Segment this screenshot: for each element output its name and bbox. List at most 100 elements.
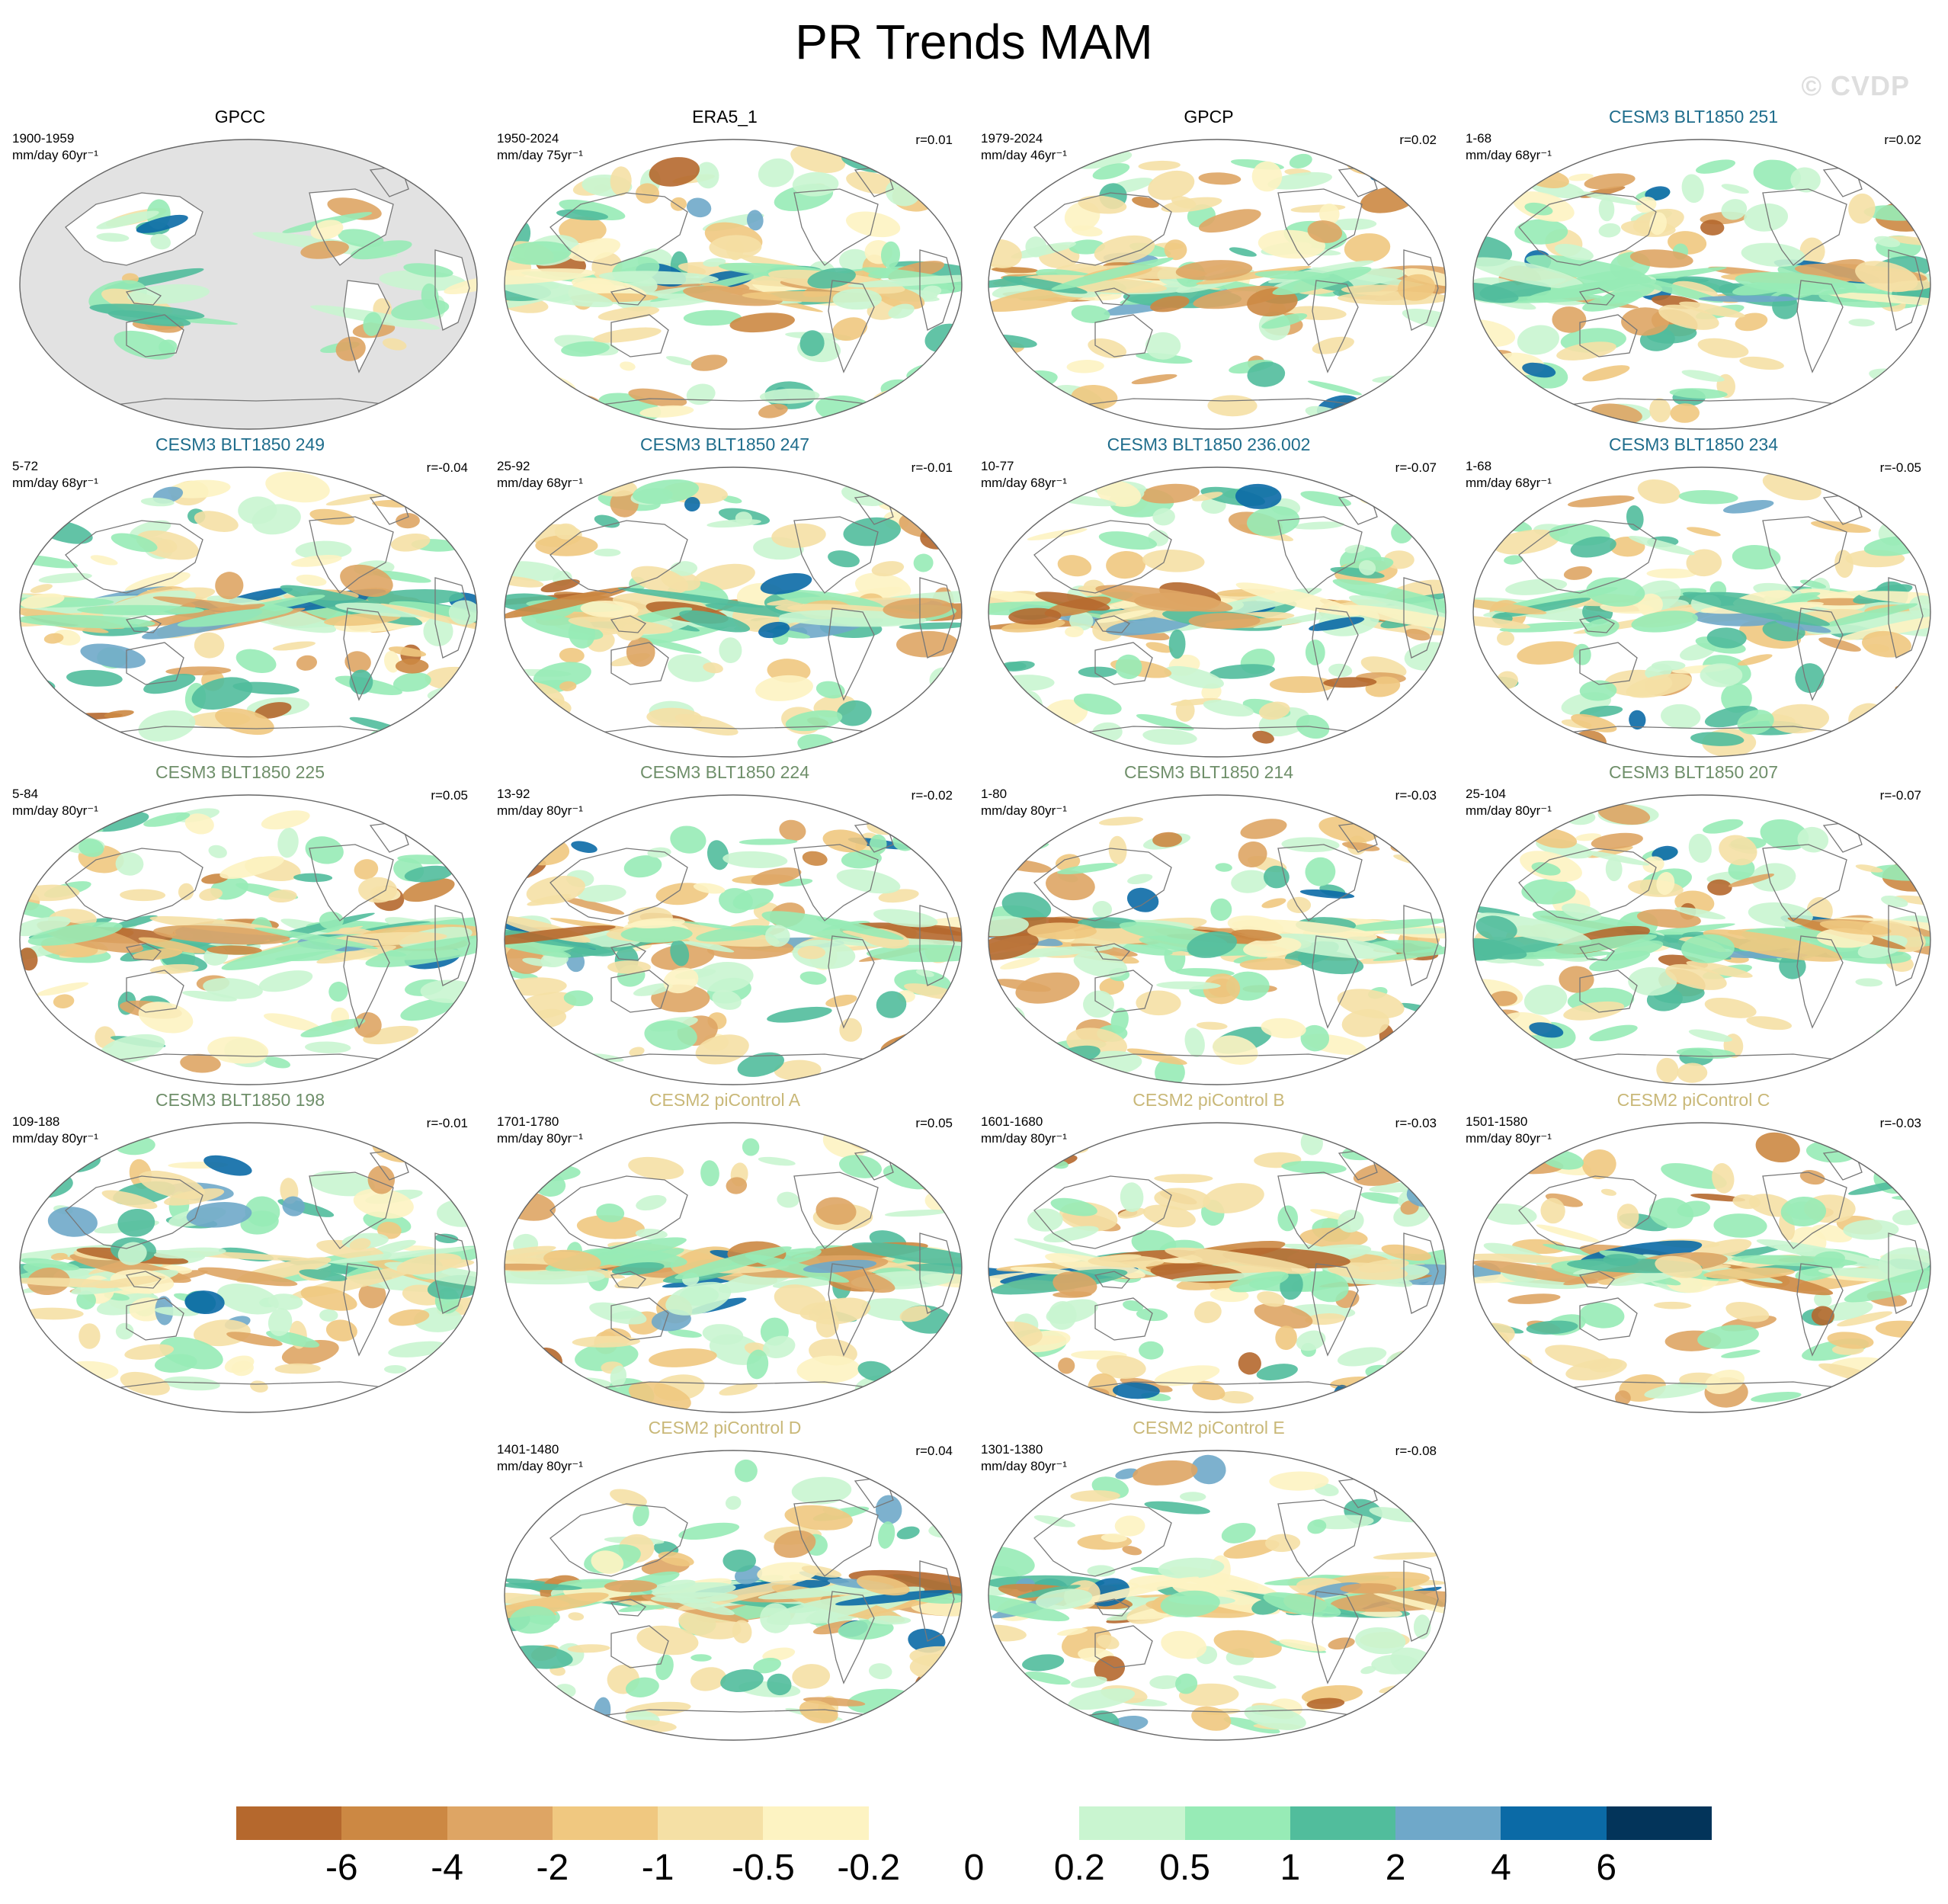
trend-patch bbox=[658, 1551, 694, 1566]
world-map bbox=[19, 466, 478, 758]
panel-units: mm/day 80yr⁻¹ bbox=[981, 803, 1067, 818]
trend-patch bbox=[999, 1053, 1029, 1080]
trend-patch bbox=[1473, 1260, 1599, 1284]
coastline bbox=[1312, 607, 1359, 701]
trend-patch bbox=[184, 1290, 225, 1315]
trend-patch bbox=[372, 570, 431, 583]
trend-patch bbox=[1184, 1027, 1205, 1057]
trend-patch bbox=[1306, 1697, 1345, 1710]
colorbar-tick-label: 6 bbox=[1596, 1848, 1617, 1888]
colorbar-box bbox=[447, 1806, 553, 1840]
panel-correlation: r=0.02 bbox=[1399, 133, 1437, 147]
trend-patch bbox=[400, 998, 454, 1021]
trend-patch bbox=[107, 310, 191, 327]
trend-patch bbox=[1092, 900, 1113, 918]
coastline bbox=[610, 1297, 669, 1341]
colorbar-box bbox=[1606, 1806, 1713, 1840]
trend-patch bbox=[577, 884, 626, 902]
trend-patch bbox=[131, 948, 183, 960]
trend-patch bbox=[66, 669, 123, 687]
trend-patch bbox=[651, 984, 710, 1013]
coastline bbox=[793, 1499, 879, 1577]
trend-patch bbox=[1843, 1220, 1899, 1240]
trend-patch bbox=[1257, 1291, 1285, 1307]
trend-patch bbox=[628, 388, 687, 407]
coastline bbox=[343, 935, 390, 1029]
coastline bbox=[1762, 516, 1847, 594]
trend-patch bbox=[767, 1673, 792, 1696]
panel-title: CESM3 BLT1850 249 bbox=[155, 434, 325, 454]
trend-patch bbox=[37, 1357, 69, 1368]
trend-patch bbox=[1679, 301, 1745, 318]
trend-patch bbox=[1356, 486, 1394, 496]
trend-patch bbox=[628, 1156, 684, 1180]
trend-patch bbox=[383, 1386, 408, 1412]
trend-patch bbox=[1383, 928, 1446, 934]
trend-patch bbox=[1095, 609, 1154, 623]
trend-patch bbox=[1799, 1170, 1825, 1185]
trend-patch bbox=[1094, 1656, 1126, 1681]
trend-patch bbox=[184, 813, 214, 835]
trend-patch bbox=[1626, 673, 1693, 698]
trend-patch bbox=[1337, 989, 1405, 1019]
trend-patch bbox=[1814, 1292, 1832, 1308]
trend-patch bbox=[1115, 654, 1142, 680]
map-border bbox=[988, 466, 1447, 758]
trend-patch bbox=[391, 299, 450, 321]
trend-patch bbox=[1577, 191, 1642, 206]
trend-patch bbox=[22, 1307, 84, 1320]
trend-patch bbox=[1261, 898, 1286, 909]
trend-patch bbox=[1344, 233, 1391, 263]
trend-patch bbox=[1373, 1552, 1441, 1560]
world-map bbox=[988, 1122, 1447, 1413]
trend-patch bbox=[1286, 896, 1312, 914]
map-border bbox=[504, 1450, 963, 1741]
panel-title: CESM2 piControl A bbox=[649, 1090, 801, 1110]
trend-patch bbox=[739, 838, 798, 845]
trend-patch bbox=[1114, 1515, 1145, 1537]
trend-patch bbox=[114, 330, 175, 360]
panel-title: CESM3 BLT1850 224 bbox=[639, 762, 810, 782]
trend-patch bbox=[1035, 1588, 1093, 1610]
trend-patch bbox=[994, 1716, 1040, 1740]
trend-patch bbox=[1498, 1059, 1565, 1084]
trend-patch bbox=[1680, 934, 1735, 963]
trend-patch bbox=[1342, 918, 1446, 931]
trend-patch bbox=[199, 888, 223, 901]
trend-patch bbox=[505, 970, 538, 979]
trend-patch bbox=[120, 1371, 170, 1396]
trend-patch bbox=[614, 614, 646, 641]
panel-correlation: r=0.05 bbox=[431, 788, 468, 803]
coastline bbox=[1888, 249, 1924, 331]
trend-patch bbox=[1066, 360, 1104, 373]
panel-title: CESM3 BLT1850 198 bbox=[155, 1090, 325, 1110]
trend-patch bbox=[610, 1365, 626, 1388]
colorbar-box bbox=[1501, 1806, 1607, 1840]
trend-patch bbox=[1078, 666, 1117, 678]
colorbar-box bbox=[974, 1806, 1080, 1840]
trend-patch bbox=[571, 841, 598, 853]
trend-patch bbox=[556, 209, 608, 221]
colorbar-box bbox=[763, 1806, 870, 1840]
trend-patch bbox=[1404, 1496, 1437, 1512]
trend-patch bbox=[915, 1480, 942, 1499]
trend-patch bbox=[1642, 856, 1664, 873]
trend-patch bbox=[674, 1246, 792, 1280]
trend-patch bbox=[1738, 654, 1773, 666]
trend-patch bbox=[1113, 940, 1173, 956]
trend-patch bbox=[1746, 1016, 1793, 1031]
trend-patch bbox=[725, 1495, 742, 1510]
coastline bbox=[434, 577, 470, 659]
panel-period: 25-92 bbox=[497, 459, 530, 473]
coastline bbox=[1072, 726, 1370, 735]
panel-period: 1501-1580 bbox=[1466, 1114, 1528, 1129]
trend-patch bbox=[809, 1297, 871, 1325]
trend-patch bbox=[1575, 833, 1602, 841]
trend-patch bbox=[1113, 1382, 1160, 1399]
trend-patch bbox=[24, 498, 75, 516]
trend-patch bbox=[1589, 1024, 1638, 1042]
trend-patch bbox=[596, 1204, 625, 1223]
trend-patch bbox=[328, 981, 348, 1002]
trend-patch bbox=[1563, 1001, 1625, 1021]
coastline bbox=[793, 1172, 879, 1249]
